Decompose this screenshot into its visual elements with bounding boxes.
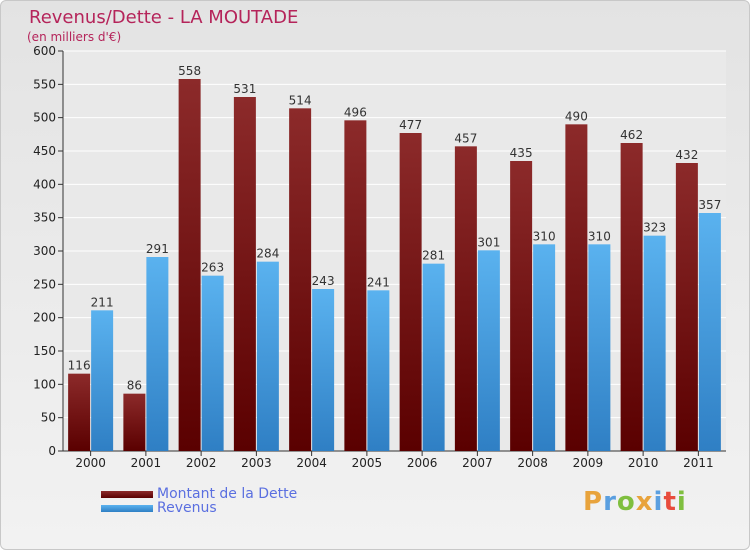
y-tick-label: 600 [33,44,56,58]
data-label-revenue: 323 [643,221,666,235]
bar-revenue [91,310,114,451]
x-tick-label: 2004 [296,456,327,470]
legend-swatch-revenue [101,504,153,512]
bar-revenue [588,244,611,451]
bar-revenue [533,244,556,451]
legend-swatch-debt [101,490,153,498]
x-tick-label: 2006 [407,456,438,470]
bar-debt [399,133,422,451]
bar-debt [123,393,146,451]
y-tick-label: 50 [41,411,56,425]
data-label-revenue: 310 [588,229,611,243]
bar-revenue [201,275,224,451]
data-label-revenue: 211 [91,295,114,309]
data-label-debt: 514 [289,93,312,107]
y-tick-label: 0 [48,444,56,458]
logo-letter: o [616,487,636,517]
bar-revenue [698,213,721,451]
data-label-debt: 477 [399,118,422,132]
data-label-debt: 496 [344,105,367,119]
data-label-debt: 432 [675,148,698,162]
proxiti-logo: Proxiti [583,487,687,517]
data-label-debt: 531 [233,82,256,96]
logo-letter: i [653,487,664,517]
logo-letter: t [663,487,677,517]
logo-letter: P [583,487,604,517]
data-label-debt: 558 [178,64,201,78]
legend-item-debt: Montant de la Dette [101,487,297,501]
bar-debt [565,124,588,451]
data-label-revenue: 241 [367,275,390,289]
data-label-debt: 490 [565,109,588,123]
y-tick-label: 500 [33,111,56,125]
x-tick-label: 2008 [517,456,548,470]
data-label-revenue: 243 [312,274,335,288]
y-tick-label: 250 [33,277,56,291]
x-tick-label: 2000 [75,456,106,470]
bar-revenue [643,235,666,451]
logo-letter: r [603,487,617,517]
x-tick-label: 2009 [573,456,604,470]
y-tick-label: 350 [33,211,56,225]
x-tick-label: 2007 [462,456,493,470]
bar-revenue [422,263,445,451]
y-tick-label: 100 [33,377,56,391]
data-label-debt: 116 [68,359,91,373]
bar-debt [344,120,367,451]
data-label-debt: 462 [620,128,643,142]
data-label-debt: 457 [454,131,477,145]
y-tick-label: 400 [33,177,56,191]
bar-debt [289,108,312,451]
logo-letter: x [635,487,654,517]
x-tick-label: 2003 [241,456,272,470]
bar-revenue [367,290,390,451]
y-tick-label: 150 [33,344,56,358]
x-tick-label: 2010 [628,456,659,470]
logo-letter: i [676,487,687,517]
data-label-debt: 86 [127,379,142,393]
x-tick-label: 2001 [131,456,162,470]
chart-title: Revenus/Dette - LA MOUTADE [29,7,299,28]
data-label-revenue: 291 [146,242,169,256]
data-label-revenue: 301 [477,235,500,249]
legend-item-revenue: Revenus [101,501,297,515]
y-tick-label: 200 [33,311,56,325]
legend-label-revenue: Revenus [157,500,217,516]
chart-subtitle: (en milliers d'€) [27,30,122,44]
bar-debt [620,143,643,451]
bar-debt [510,161,533,451]
data-label-revenue: 263 [201,261,224,275]
bar-revenue [477,250,500,451]
x-tick-label: 2002 [186,456,217,470]
data-label-revenue: 281 [422,249,445,263]
bar-debt [233,97,256,451]
y-tick-label: 450 [33,144,56,158]
bar-debt [178,79,201,451]
y-tick-label: 300 [33,244,56,258]
bar-debt [675,163,698,451]
data-label-revenue: 357 [698,198,721,212]
data-label-revenue: 284 [256,247,279,261]
bar-revenue [146,257,169,451]
legend: Montant de la Dette Revenus [101,487,297,515]
bar-debt [454,146,477,452]
data-label-debt: 435 [510,146,533,160]
bar-revenue [256,261,279,451]
x-tick-label: 2011 [683,456,714,470]
legend-label-debt: Montant de la Dette [157,486,298,502]
bar-revenue [312,289,335,451]
data-label-revenue: 310 [533,229,556,243]
y-tick-label: 550 [33,77,56,91]
x-tick-label: 2005 [352,456,383,470]
bar-debt [68,373,91,451]
